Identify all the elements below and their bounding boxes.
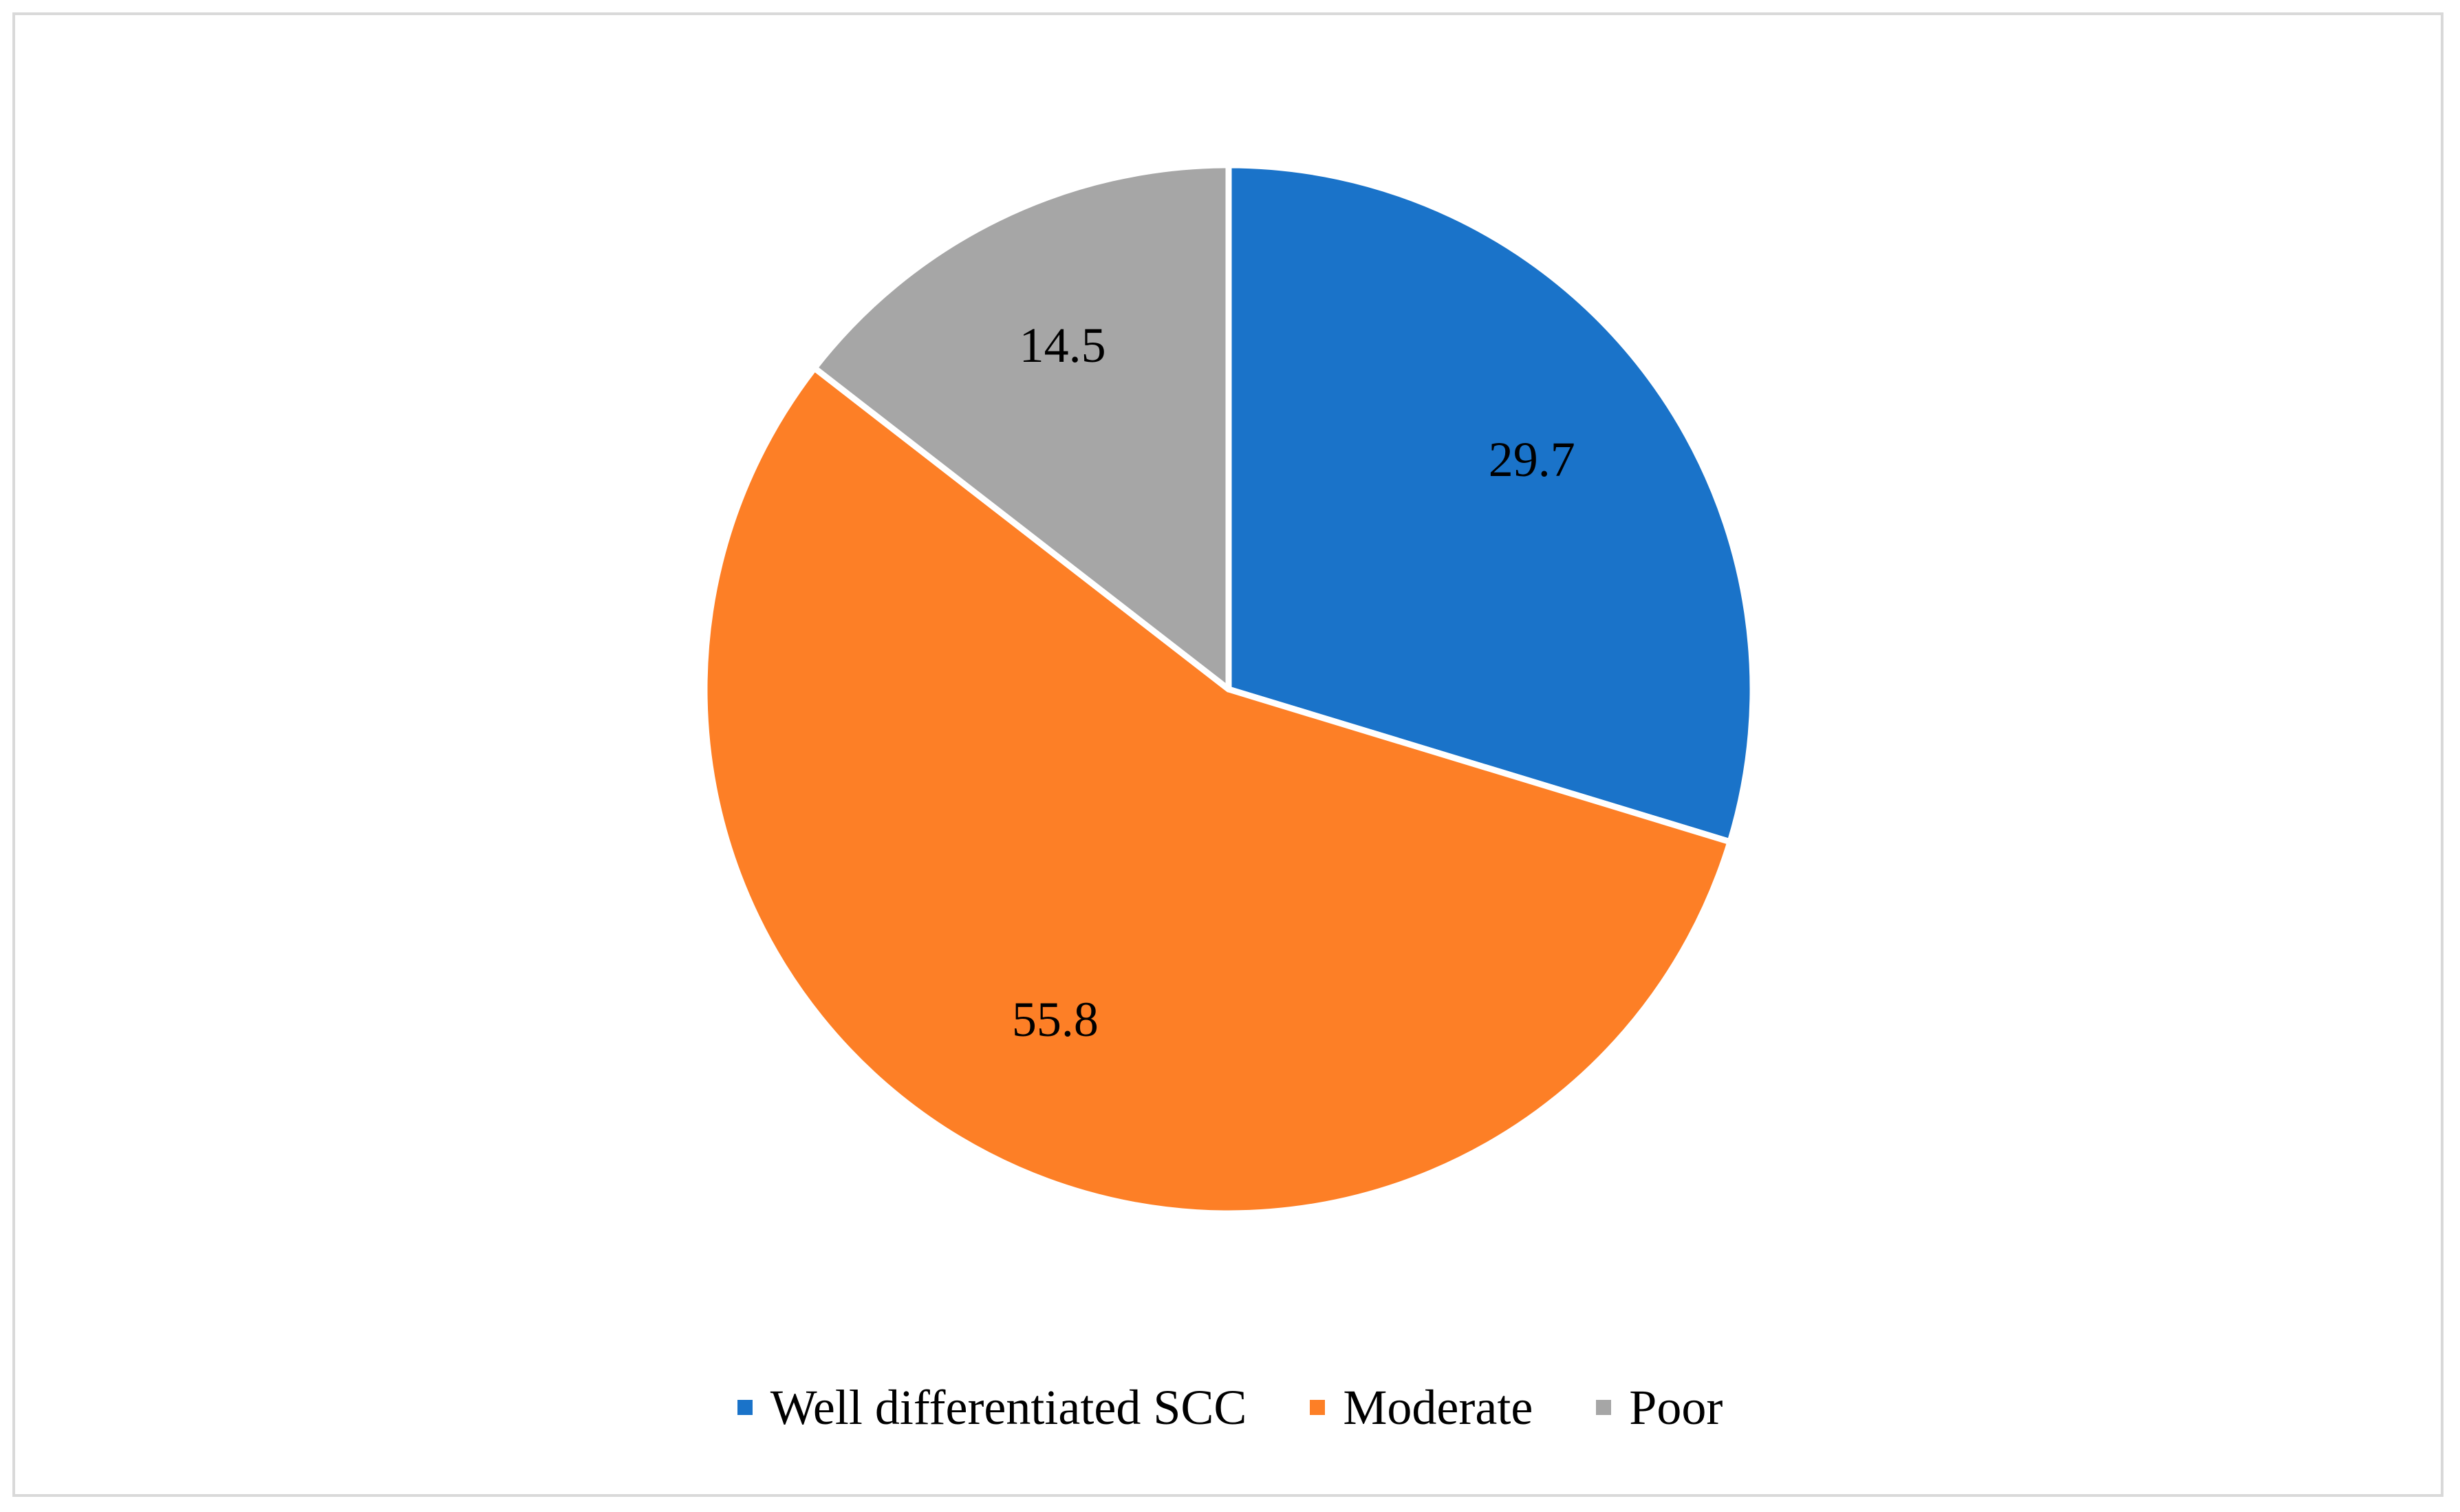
legend-swatch-moderate xyxy=(1310,1400,1326,1415)
legend: Well differentiated SCC Moderate Poor xyxy=(0,1383,2460,1432)
pie-data-labels: 29.7 55.8 14.5 xyxy=(1012,318,1575,1047)
legend-label-well-differentiated: Well differentiated SCC xyxy=(770,1380,1247,1435)
legend-swatch-poor xyxy=(1596,1400,1612,1415)
legend-label-moderate: Moderate xyxy=(1343,1380,1533,1435)
pie-slice-well-differentiated[interactable] xyxy=(1225,162,1756,845)
data-label-poor: 14.5 xyxy=(1019,318,1106,373)
pie-slice-moderate[interactable] xyxy=(701,365,1734,1217)
legend-label-poor: Poor xyxy=(1629,1380,1723,1435)
pie-slice-poor[interactable] xyxy=(811,162,1232,693)
legend-item-well-differentiated[interactable]: Well differentiated SCC xyxy=(737,1383,1247,1432)
legend-item-poor[interactable]: Poor xyxy=(1596,1383,1723,1432)
legend-item-moderate[interactable]: Moderate xyxy=(1310,1383,1533,1432)
data-label-moderate: 55.8 xyxy=(1012,992,1099,1047)
pie-slices xyxy=(701,162,1756,1217)
data-label-well-differentiated: 29.7 xyxy=(1489,432,1575,487)
legend-swatch-well-differentiated xyxy=(737,1400,753,1415)
